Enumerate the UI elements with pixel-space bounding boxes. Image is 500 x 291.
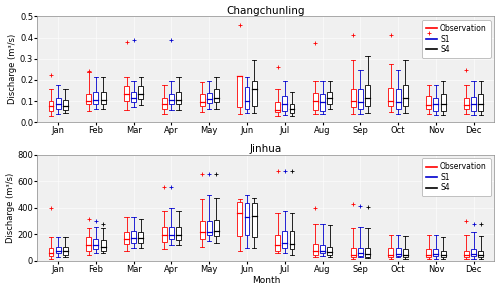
Bar — [48, 101, 54, 111]
Bar — [100, 240, 105, 251]
Y-axis label: Discharge (m³/s): Discharge (m³/s) — [6, 172, 15, 243]
Bar — [214, 89, 219, 102]
Bar — [313, 93, 318, 110]
Bar — [403, 85, 408, 107]
Bar — [388, 248, 394, 257]
Bar — [434, 249, 438, 256]
Bar — [138, 86, 143, 99]
Bar — [478, 251, 484, 257]
Bar — [365, 248, 370, 257]
Bar — [350, 89, 356, 107]
Bar — [214, 220, 219, 236]
Bar — [464, 98, 469, 109]
Bar — [244, 87, 250, 109]
Bar — [169, 227, 174, 239]
Bar — [252, 81, 256, 107]
Bar — [200, 94, 204, 107]
Bar — [440, 94, 446, 111]
Bar — [282, 96, 288, 111]
Bar — [100, 92, 105, 104]
Title: Jinhua: Jinhua — [250, 144, 282, 154]
Bar — [350, 248, 356, 257]
Bar — [86, 94, 91, 104]
Bar — [131, 92, 136, 102]
Bar — [320, 94, 325, 111]
Bar — [358, 248, 363, 256]
Bar — [207, 93, 212, 103]
Bar — [200, 221, 204, 239]
Bar — [396, 89, 400, 109]
Bar — [426, 96, 431, 109]
Bar — [478, 94, 484, 111]
Bar — [313, 244, 318, 255]
Bar — [162, 227, 167, 242]
Bar — [403, 249, 408, 257]
Bar — [48, 248, 54, 256]
Bar — [320, 245, 325, 253]
Bar — [94, 92, 98, 104]
Bar — [176, 92, 181, 104]
Bar — [244, 203, 250, 235]
Bar — [282, 231, 288, 248]
Bar — [169, 94, 174, 104]
Bar — [358, 89, 363, 109]
Bar — [56, 98, 60, 109]
Bar — [56, 246, 60, 253]
Bar — [131, 231, 136, 243]
Bar — [63, 100, 68, 110]
Bar — [464, 251, 469, 257]
Bar — [426, 249, 431, 257]
Bar — [176, 227, 181, 240]
Bar — [275, 235, 280, 251]
Bar — [124, 86, 129, 101]
Bar — [138, 232, 143, 243]
X-axis label: Month: Month — [252, 276, 280, 285]
Bar — [471, 249, 476, 256]
Bar — [471, 97, 476, 111]
Bar — [124, 232, 129, 244]
Bar — [290, 231, 294, 249]
Bar — [434, 98, 438, 111]
Bar — [328, 92, 332, 104]
Bar — [63, 246, 68, 255]
Legend: Observation, S1, S4: Observation, S1, S4 — [422, 20, 490, 58]
Bar — [252, 203, 256, 237]
Bar — [290, 104, 294, 113]
Bar — [388, 88, 394, 107]
Bar — [238, 202, 242, 236]
Bar — [440, 251, 446, 257]
Bar — [365, 85, 370, 107]
Bar — [396, 248, 400, 256]
Bar — [94, 239, 98, 249]
Bar — [328, 246, 332, 255]
Title: Changchunling: Changchunling — [226, 6, 305, 15]
Legend: Observation, S1, S4: Observation, S1, S4 — [422, 158, 490, 196]
Bar — [275, 102, 280, 112]
Bar — [162, 98, 167, 109]
Y-axis label: Discharge (m³/s): Discharge (m³/s) — [8, 34, 17, 104]
Bar — [207, 221, 212, 235]
Bar — [86, 237, 91, 251]
Bar — [238, 76, 242, 107]
